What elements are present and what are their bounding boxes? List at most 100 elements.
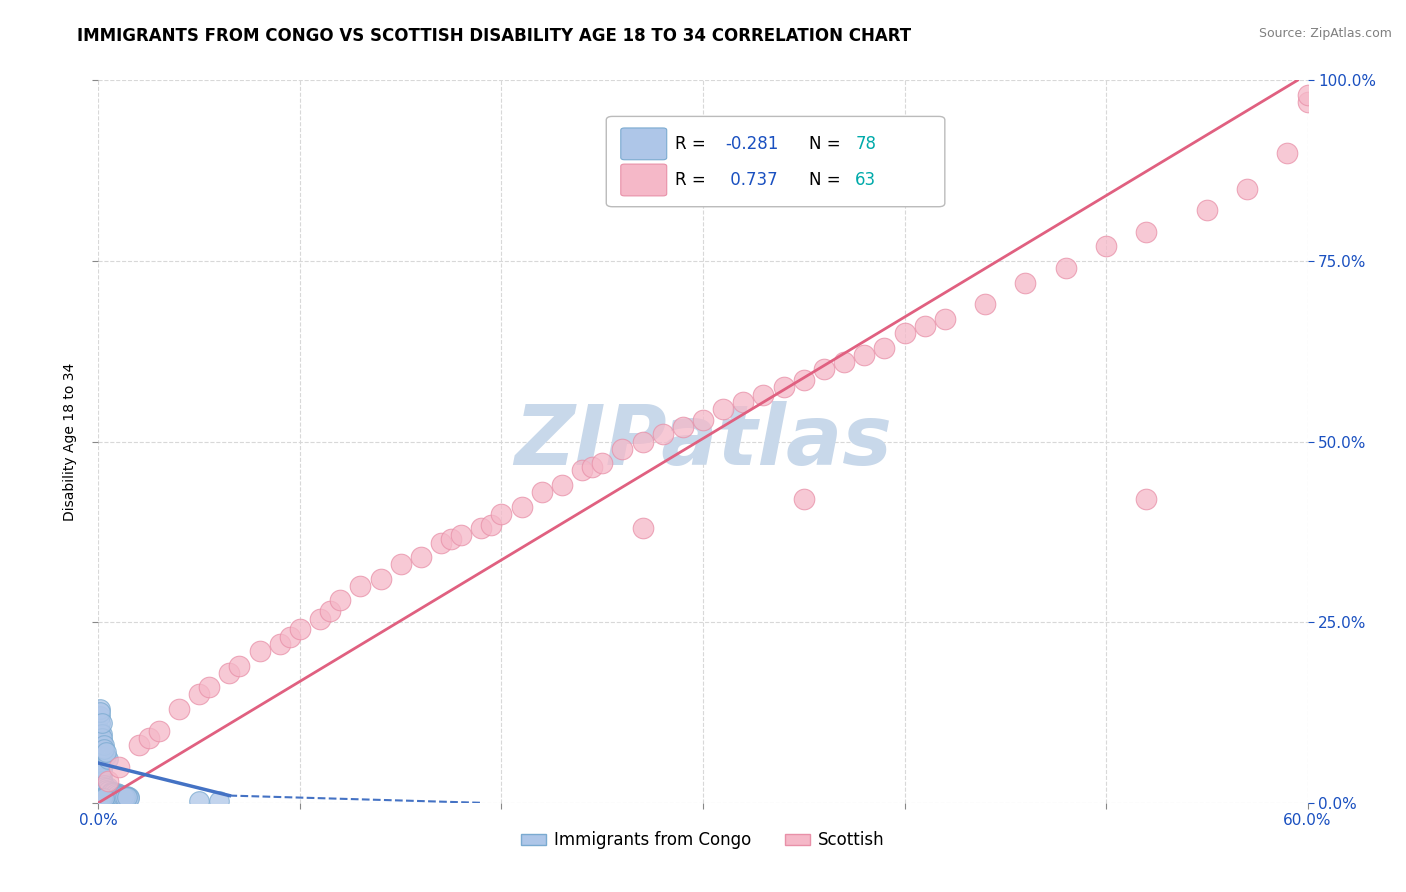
Point [752, 387, 775, 401]
Point [97, 774, 120, 789]
Point [91, 716, 114, 731]
Point [631, 434, 654, 449]
Point [813, 362, 835, 376]
Point [89, 709, 111, 723]
Point [148, 723, 170, 738]
Point [89, 723, 111, 738]
Point [91, 731, 114, 745]
Point [111, 789, 134, 804]
FancyBboxPatch shape [606, 117, 945, 207]
Point [97, 780, 120, 794]
Point [319, 604, 342, 618]
Point [370, 572, 392, 586]
Point [1296, 95, 1319, 109]
Point [100, 786, 122, 800]
Point [111, 789, 134, 803]
Point [91, 771, 114, 785]
Point [91, 778, 114, 792]
Point [97, 783, 120, 797]
Point [97, 784, 120, 798]
Point [893, 326, 915, 340]
Point [1014, 276, 1036, 290]
Point [110, 788, 132, 802]
Point [93, 790, 115, 805]
Point [409, 550, 432, 565]
Point [309, 611, 332, 625]
Point [89, 760, 111, 774]
Point [93, 741, 115, 756]
Legend: Immigrants from Congo, Scottish: Immigrants from Congo, Scottish [515, 824, 891, 856]
Point [89, 752, 111, 766]
Point [349, 579, 371, 593]
Point [103, 787, 125, 801]
Point [491, 507, 513, 521]
Point [115, 789, 138, 804]
Point [288, 623, 311, 637]
Point [873, 341, 896, 355]
Point [89, 764, 111, 778]
Text: R =: R = [675, 171, 711, 189]
Point [269, 637, 291, 651]
Point [89, 793, 111, 807]
Point [103, 787, 125, 801]
Point [100, 784, 122, 798]
Text: IMMIGRANTS FROM CONGO VS SCOTTISH DISABILITY AGE 18 TO 34 CORRELATION CHART: IMMIGRANTS FROM CONGO VS SCOTTISH DISABI… [77, 27, 911, 45]
Point [793, 373, 815, 387]
Point [105, 788, 128, 802]
Point [631, 521, 654, 535]
Point [581, 459, 603, 474]
Text: 0.737: 0.737 [724, 171, 778, 189]
Point [138, 731, 160, 745]
Point [167, 702, 190, 716]
Text: 78: 78 [855, 135, 876, 153]
Point [101, 785, 124, 799]
FancyBboxPatch shape [621, 128, 666, 160]
Point [107, 787, 129, 801]
Point [96, 782, 118, 797]
Point [114, 790, 136, 805]
Point [101, 786, 124, 800]
Point [974, 297, 997, 311]
Point [105, 788, 128, 802]
Point [711, 402, 734, 417]
Text: N =: N = [810, 171, 846, 189]
Point [1054, 261, 1077, 276]
Point [89, 791, 111, 805]
Point [450, 528, 472, 542]
Point [188, 794, 211, 808]
Y-axis label: Disability Age 18 to 34: Disability Age 18 to 34 [63, 362, 77, 521]
Point [111, 789, 134, 804]
Point [1296, 87, 1319, 102]
Point [551, 478, 574, 492]
Point [440, 532, 463, 546]
Point [571, 463, 593, 477]
Point [105, 786, 128, 800]
Point [100, 785, 122, 799]
Point [651, 427, 673, 442]
Point [89, 745, 111, 759]
Point [128, 738, 150, 752]
Text: N =: N = [810, 135, 846, 153]
Point [591, 456, 613, 470]
Point [733, 394, 755, 409]
Point [1135, 492, 1157, 507]
Point [89, 748, 111, 763]
Point [107, 760, 129, 774]
Point [110, 789, 132, 804]
Point [1095, 239, 1118, 253]
Point [89, 792, 111, 806]
Point [470, 521, 492, 535]
Point [672, 420, 695, 434]
Point [510, 500, 533, 514]
Point [91, 774, 114, 789]
Point [114, 790, 136, 805]
Point [329, 593, 352, 607]
Point [103, 786, 125, 800]
Point [89, 794, 111, 808]
Point [1135, 225, 1157, 239]
Point [228, 658, 250, 673]
Point [772, 380, 794, 394]
Point [198, 680, 221, 694]
Point [853, 348, 876, 362]
Point [101, 786, 124, 800]
